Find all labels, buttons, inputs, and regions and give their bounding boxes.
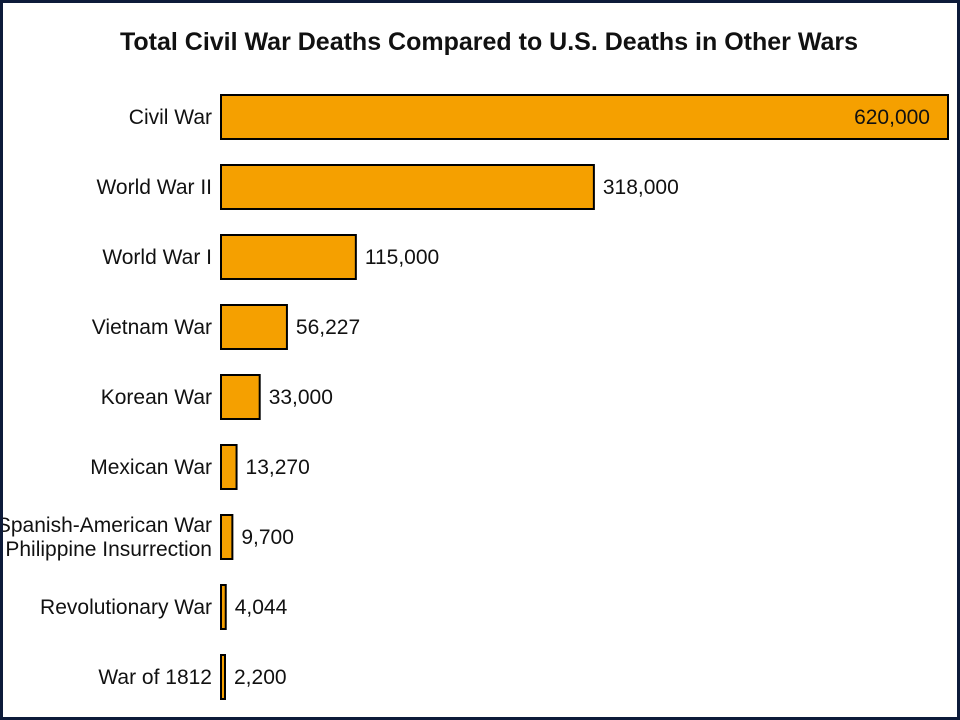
chart-canvas: Total Civil War Deaths Compared to U.S. … xyxy=(3,3,957,717)
category-label-6: Spanish-American Warand Philippine Insur… xyxy=(3,514,212,561)
value-label-3: 56,227 xyxy=(296,316,360,339)
bar-3 xyxy=(220,304,288,350)
bar-6 xyxy=(220,514,234,560)
bar-0 xyxy=(220,94,949,140)
bar-8 xyxy=(220,654,226,700)
bars-group xyxy=(220,94,949,700)
category-label-line: Vietnam War xyxy=(92,316,212,339)
bar-5 xyxy=(220,444,238,490)
category-labels-group: Civil War World War II World War I Vietnam … xyxy=(3,106,212,689)
value-labels-group: 620,000 318,000 115,000 56,227 33,000 13,270 9… xyxy=(234,106,930,689)
category-label-3: Vietnam War xyxy=(92,316,212,339)
category-label-8: War of 1812 xyxy=(98,666,212,689)
bar-chart: Total Civil War Deaths Compared to U.S. … xyxy=(3,28,949,700)
value-label-1: 318,000 xyxy=(603,176,679,199)
category-label-line: World War II xyxy=(96,176,212,199)
bar-7 xyxy=(220,584,227,630)
bar-2 xyxy=(220,234,357,280)
category-label-1: World War II xyxy=(96,176,212,199)
category-label-line: Mexican War xyxy=(90,456,212,479)
category-label-line: World War I xyxy=(102,246,212,269)
value-label-5: 13,270 xyxy=(246,456,310,479)
value-label-2: 115,000 xyxy=(365,246,439,269)
value-label-6: 9,700 xyxy=(241,526,294,549)
value-label-0: 620,000 xyxy=(854,106,930,129)
category-label-line: Revolutionary War xyxy=(40,596,212,619)
value-label-7: 4,044 xyxy=(235,596,288,619)
category-label-line: Korean War xyxy=(101,386,212,409)
bar-1 xyxy=(220,164,595,210)
category-label-4: Korean War xyxy=(101,386,212,409)
category-label-7: Revolutionary War xyxy=(40,596,212,619)
value-label-8: 2,200 xyxy=(234,666,287,689)
value-label-4: 33,000 xyxy=(269,386,333,409)
bar-4 xyxy=(220,374,261,420)
category-label-line: Civil War xyxy=(129,106,212,129)
category-label-line: and Philippine Insurrection xyxy=(3,538,212,561)
category-label-line: War of 1812 xyxy=(98,666,212,689)
category-label-line: Spanish-American War xyxy=(3,514,212,537)
category-label-2: World War I xyxy=(102,246,212,269)
category-label-0: Civil War xyxy=(129,106,212,129)
category-label-5: Mexican War xyxy=(90,456,212,479)
chart-title: Total Civil War Deaths Compared to U.S. … xyxy=(120,28,858,56)
